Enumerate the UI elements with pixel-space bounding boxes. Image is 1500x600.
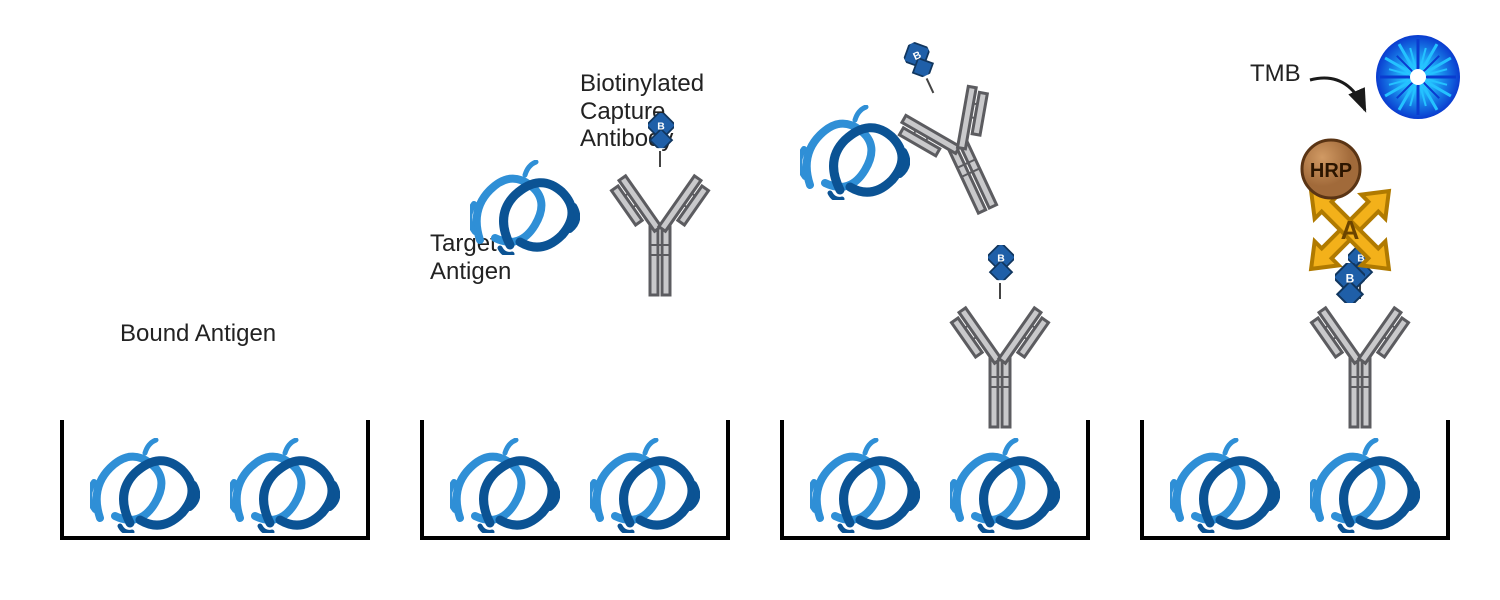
tmb-arrow	[0, 0, 1500, 600]
elisa-diagram: Bound AntigenTarget AntigenBiotinylated …	[0, 0, 1500, 600]
